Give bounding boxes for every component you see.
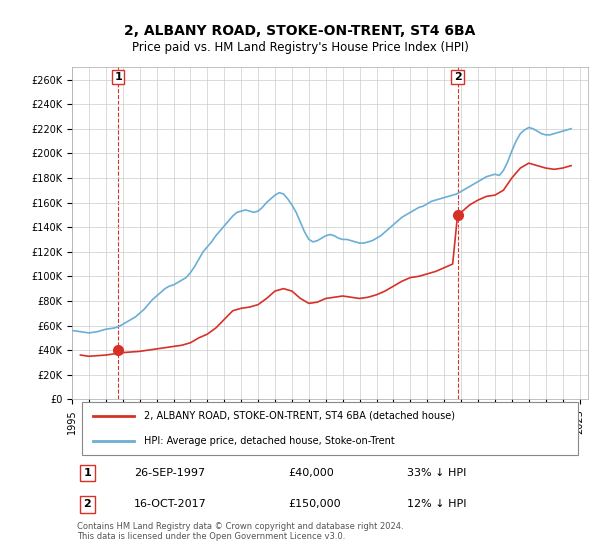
Text: Contains HM Land Registry data © Crown copyright and database right 2024.
This d: Contains HM Land Registry data © Crown c… (77, 522, 404, 541)
Text: 1: 1 (115, 72, 122, 82)
Text: £150,000: £150,000 (289, 499, 341, 509)
Text: 2, ALBANY ROAD, STOKE-ON-TRENT, ST4 6BA: 2, ALBANY ROAD, STOKE-ON-TRENT, ST4 6BA (124, 24, 476, 38)
Text: 26-SEP-1997: 26-SEP-1997 (134, 468, 205, 478)
Text: 2: 2 (454, 72, 461, 82)
Text: Price paid vs. HM Land Registry's House Price Index (HPI): Price paid vs. HM Land Registry's House … (131, 41, 469, 54)
Text: 2, ALBANY ROAD, STOKE-ON-TRENT, ST4 6BA (detached house): 2, ALBANY ROAD, STOKE-ON-TRENT, ST4 6BA … (144, 410, 455, 421)
Text: 33% ↓ HPI: 33% ↓ HPI (407, 468, 467, 478)
Text: £40,000: £40,000 (289, 468, 334, 478)
Text: 16-OCT-2017: 16-OCT-2017 (134, 499, 206, 509)
Text: HPI: Average price, detached house, Stoke-on-Trent: HPI: Average price, detached house, Stok… (144, 436, 395, 446)
Text: 2: 2 (83, 499, 91, 509)
Text: 1: 1 (83, 468, 91, 478)
FancyBboxPatch shape (82, 402, 578, 455)
Text: 12% ↓ HPI: 12% ↓ HPI (407, 499, 467, 509)
